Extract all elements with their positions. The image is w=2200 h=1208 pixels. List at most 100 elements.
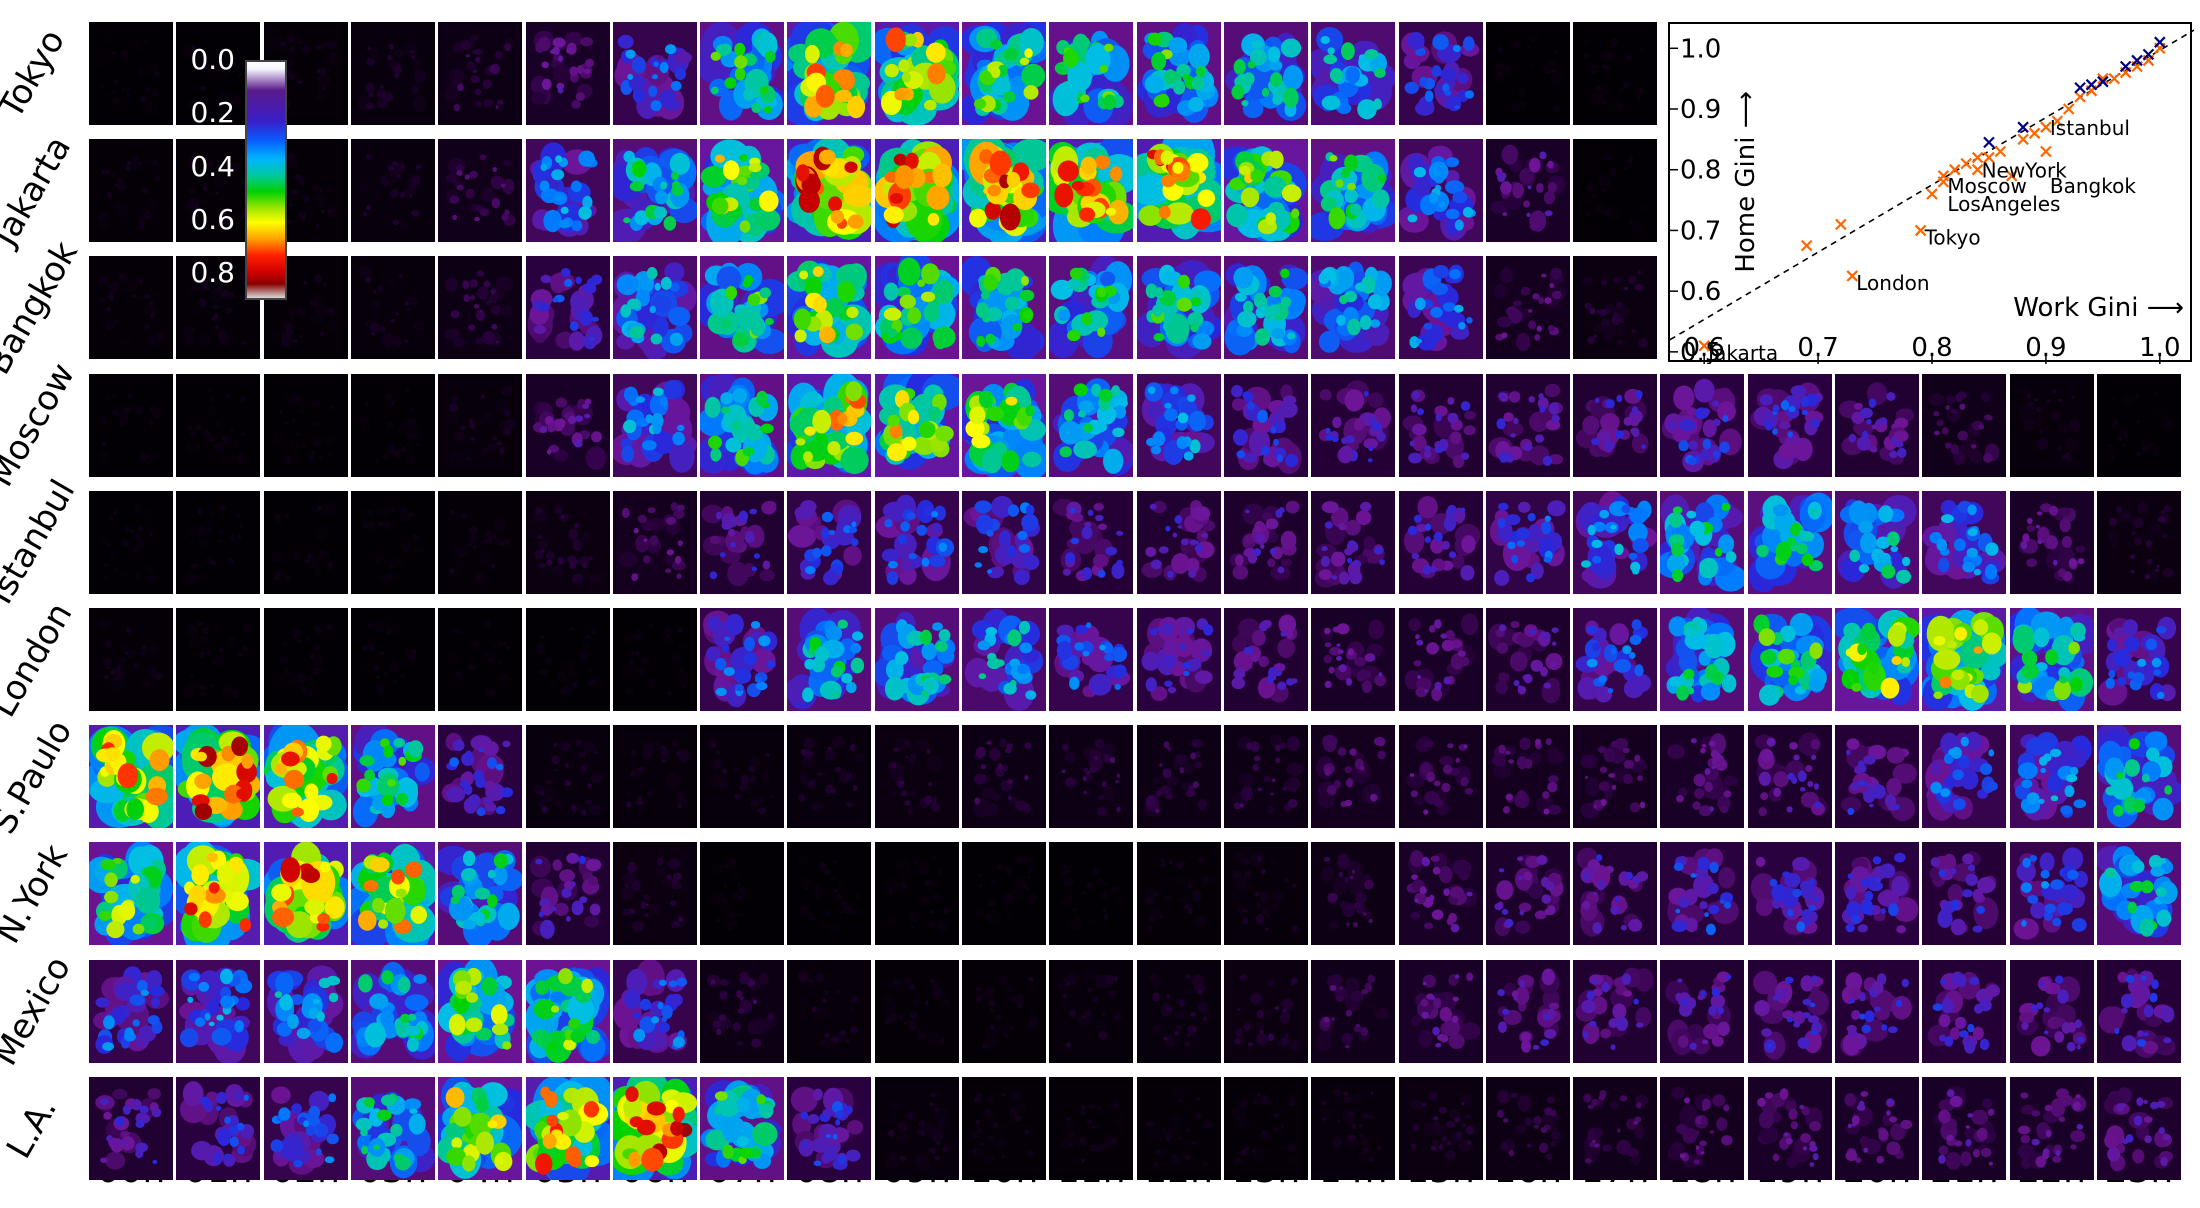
heatmap-cell [526, 256, 610, 359]
heatmap-cell [1137, 725, 1221, 828]
colorbar [245, 60, 287, 300]
heatmap-cell [351, 139, 435, 242]
heatmap-cell [89, 842, 173, 945]
heatmap-cell [1748, 842, 1832, 945]
heatmap-cell [2010, 842, 2094, 945]
scatter-point [1995, 147, 2005, 157]
heatmap-cell [1573, 22, 1657, 125]
heatmap-cell [700, 608, 784, 711]
x-tick-label: 0.8 [1911, 333, 1952, 363]
heatmap-cell [1573, 725, 1657, 828]
heatmap-cell [1573, 1077, 1657, 1180]
heatmap-cell [1224, 374, 1308, 477]
heatmap-cell [89, 139, 173, 242]
heatmap-cell [1748, 960, 1832, 1063]
heatmap-cell [1660, 960, 1744, 1063]
heatmap-cell [1224, 842, 1308, 945]
scatter-point [1836, 219, 1846, 229]
heatmap-cell [613, 608, 697, 711]
heatmap-cell [351, 960, 435, 1063]
heatmap-cell [2097, 960, 2181, 1063]
heatmap-cell [264, 374, 348, 477]
heatmap-cell [700, 1077, 784, 1180]
heatmap-cell [2097, 842, 2181, 945]
heatmap-cell [2010, 725, 2094, 828]
heatmap-cell [351, 1077, 435, 1180]
heatmap-cell [787, 842, 871, 945]
heatmap-cell [1311, 491, 1395, 594]
heatmap-cell [526, 374, 610, 477]
heatmap-cell [700, 960, 784, 1063]
point-annotation: Jakarta [1706, 341, 1778, 364]
heatmap-cell [787, 608, 871, 711]
heatmap-cell [1922, 491, 2006, 594]
scatter-point [1802, 241, 1812, 251]
heatmap-cell [1224, 608, 1308, 711]
heatmap-cell [962, 22, 1046, 125]
y-tick-label: 0.9 [1680, 95, 1721, 125]
heatmap-cell [700, 491, 784, 594]
heatmap-cell [1486, 725, 1570, 828]
heatmap-cell [89, 725, 173, 828]
heatmap-cell [526, 139, 610, 242]
heatmap-cell [89, 608, 173, 711]
heatmap-cell [875, 725, 959, 828]
heatmap-cell [1049, 725, 1133, 828]
heatmap-cell [962, 842, 1046, 945]
heatmap-cell [1486, 1077, 1570, 1180]
heatmap-cell [700, 139, 784, 242]
heatmap-cell [438, 725, 522, 828]
heatmap-cell [613, 1077, 697, 1180]
heatmap-cell [613, 374, 697, 477]
heatmap-cell [264, 842, 348, 945]
x-tick-label: 0.9 [2025, 333, 2066, 363]
heatmap-cell [1224, 725, 1308, 828]
heatmap-cell [1311, 139, 1395, 242]
heatmap-cell [1486, 256, 1570, 359]
heatmap-cell [787, 22, 871, 125]
heatmap-cell [700, 725, 784, 828]
heatmap-cell [1049, 139, 1133, 242]
heatmap-cell [438, 842, 522, 945]
heatmap-cell [2097, 374, 2181, 477]
heatmap-cell [613, 725, 697, 828]
heatmap-cell [1573, 608, 1657, 711]
scatter-point [2075, 83, 2085, 93]
heatmap-cell [2010, 1077, 2094, 1180]
heatmap-cell [438, 1077, 522, 1180]
scatter-point [1927, 189, 1937, 199]
heatmap-cell [176, 491, 260, 594]
heatmap-cell [1573, 842, 1657, 945]
scatter-point [1961, 159, 1971, 169]
heatmap-cell [526, 1077, 610, 1180]
x-tick-label: 0.7 [1797, 333, 1838, 363]
heatmap-cell [787, 491, 871, 594]
heatmap-cell [1137, 256, 1221, 359]
heatmap-cell [1399, 374, 1483, 477]
heatmap-cell [1137, 960, 1221, 1063]
heatmap-cell [176, 725, 260, 828]
scatter-point [2155, 37, 2165, 47]
heatmap-cell [962, 256, 1046, 359]
heatmap-cell [264, 608, 348, 711]
heatmap-cell [613, 960, 697, 1063]
heatmap-cell [2097, 491, 2181, 594]
heatmap-cell [264, 960, 348, 1063]
heatmap-cell [1486, 960, 1570, 1063]
heatmap-cell [89, 960, 173, 1063]
heatmap-cell [89, 22, 173, 125]
heatmap-cell [1399, 139, 1483, 242]
heatmap-cell [875, 374, 959, 477]
heatmap-cell [1748, 608, 1832, 711]
heatmap-cell [438, 22, 522, 125]
heatmap-cell [1137, 374, 1221, 477]
heatmap-cell [1835, 491, 1919, 594]
heatmap-cell [351, 374, 435, 477]
heatmap-cell [787, 374, 871, 477]
colorbar-tick-label: 0.8 [175, 256, 235, 289]
heatmap-cell [787, 960, 871, 1063]
heatmap-cell [1049, 960, 1133, 1063]
heatmap-cell [526, 960, 610, 1063]
heatmap-cell [1399, 22, 1483, 125]
heatmap-cell [1049, 491, 1133, 594]
